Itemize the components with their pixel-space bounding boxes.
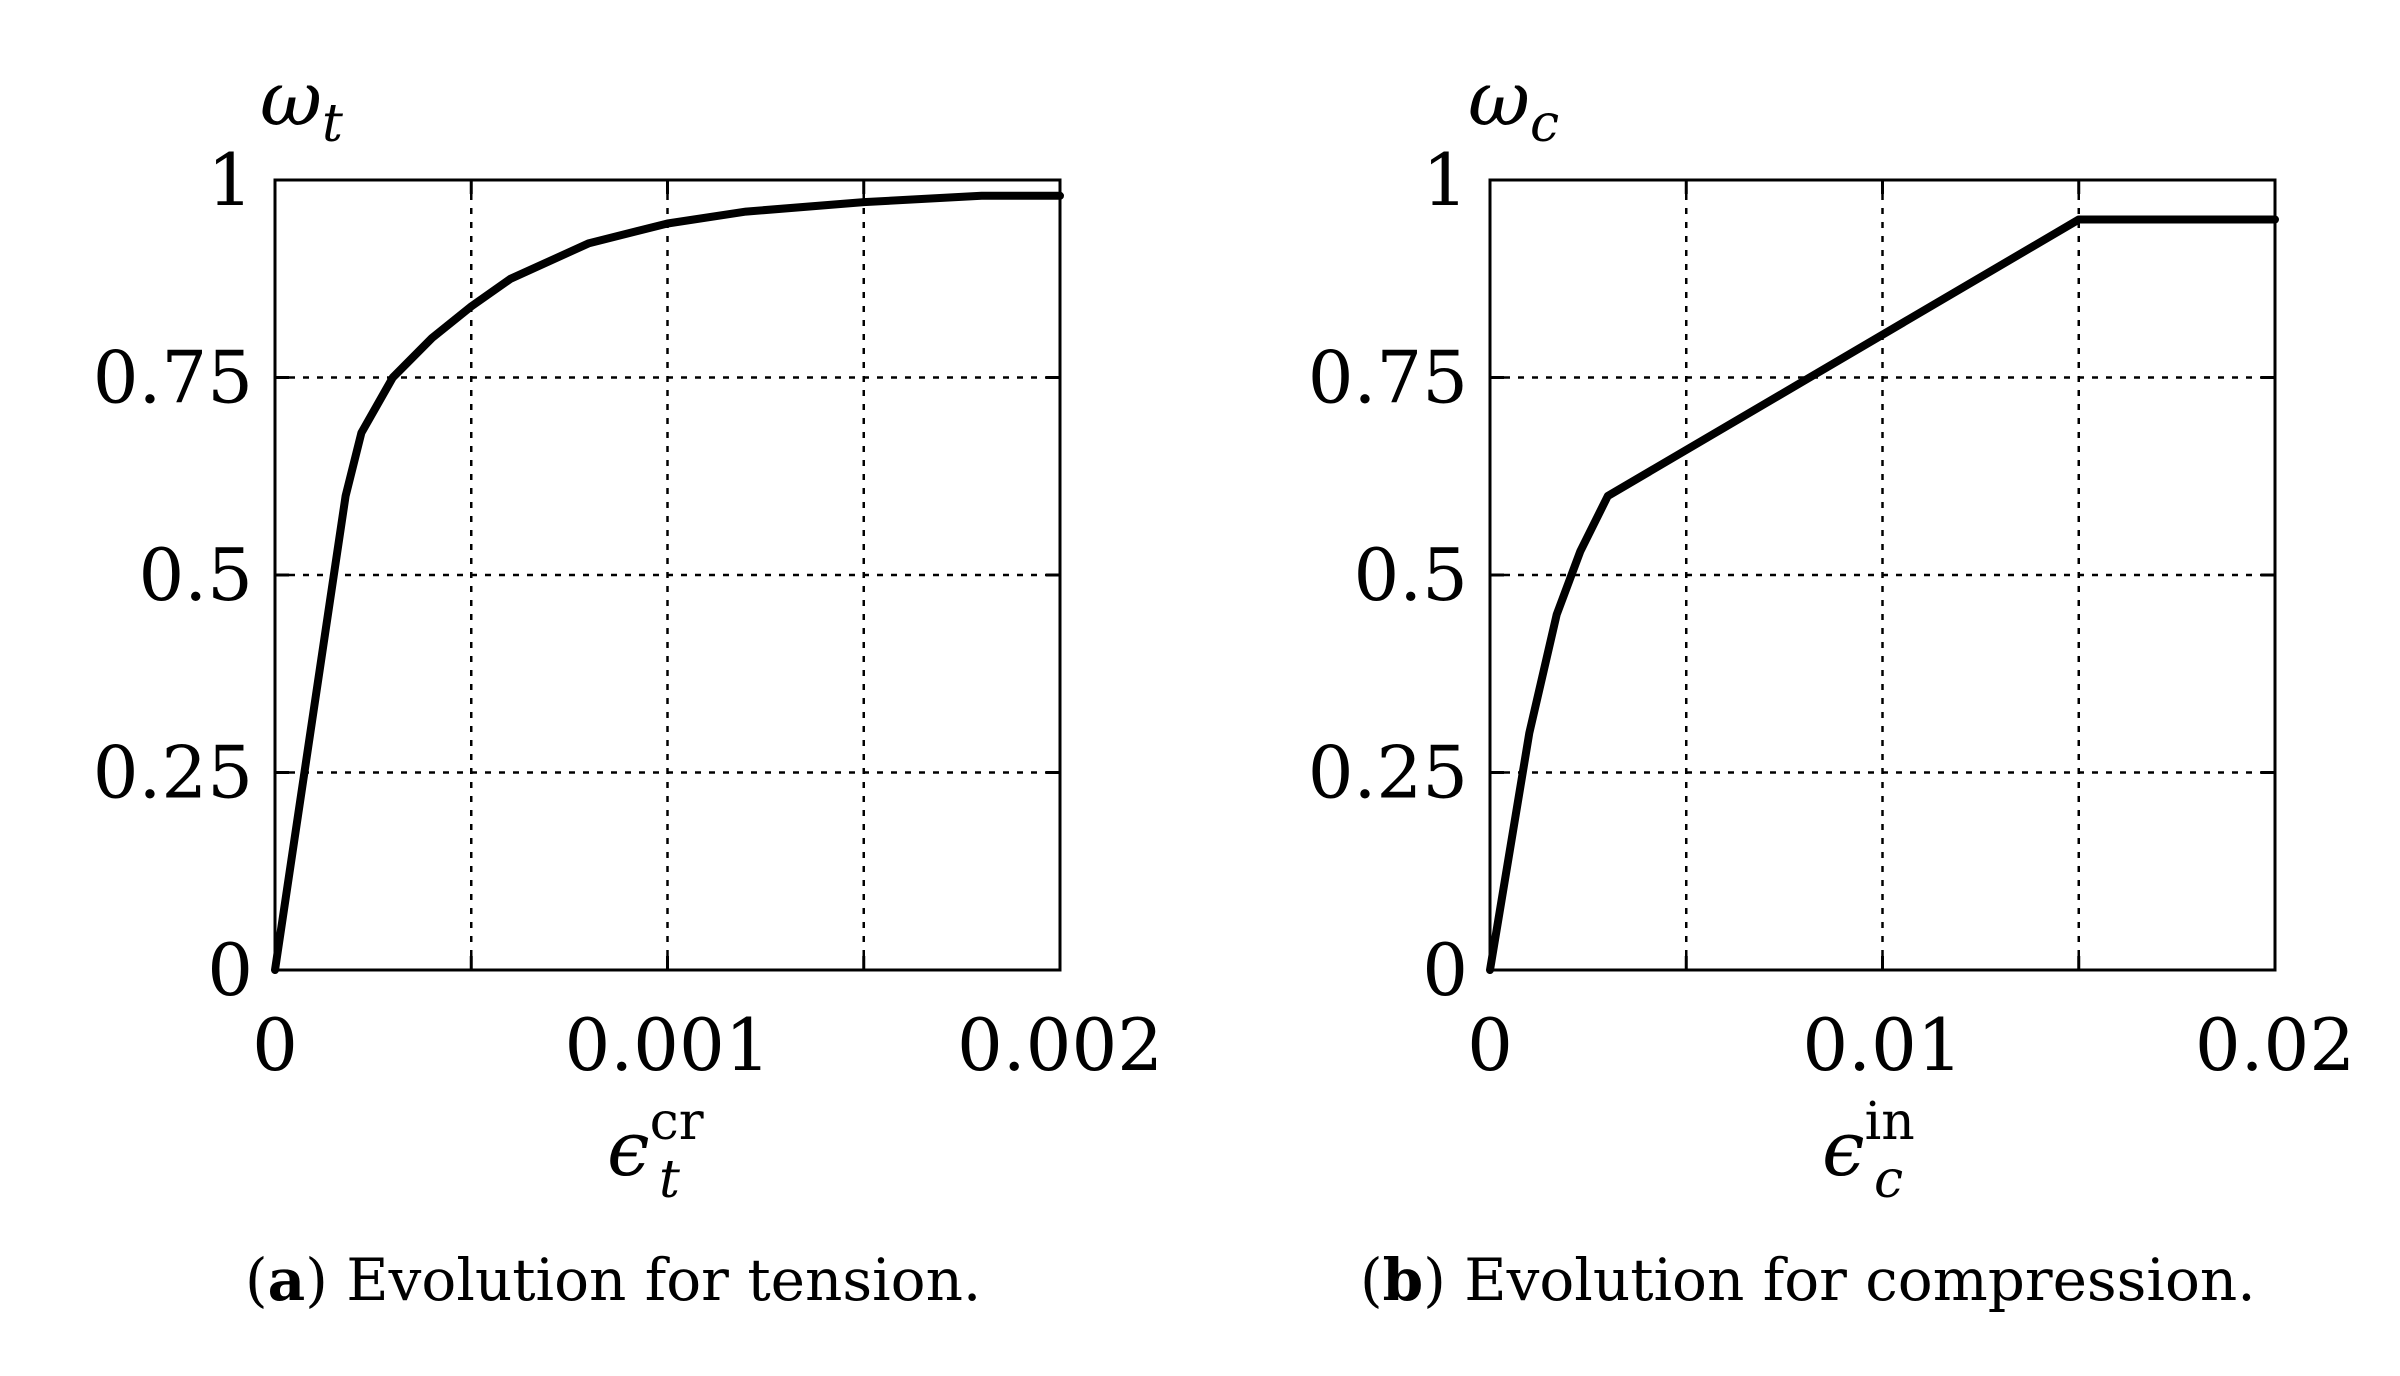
- x-axis-label-sub: c: [1874, 1150, 1903, 1210]
- x-tick-label: 0.01: [1802, 1003, 1962, 1087]
- y-tick-label: 0.75: [93, 336, 253, 420]
- y-tick-label: 0.5: [1353, 533, 1468, 617]
- series-line-omega_t: [271, 191, 1064, 974]
- caption: (a) Evolution for tension.: [245, 1246, 981, 1314]
- x-tick-label: 0: [252, 1003, 298, 1087]
- y-tick-label: 0.75: [1308, 336, 1468, 420]
- x-tick-label: 0: [1467, 1003, 1513, 1087]
- y-tick-label: 1: [1422, 138, 1468, 222]
- x-axis-label-sub: t: [659, 1150, 680, 1210]
- y-axis-label: ωt: [260, 54, 343, 154]
- x-axis-label: ϵcr: [607, 1092, 704, 1193]
- x-tick-label: 0.02: [2195, 1003, 2355, 1087]
- y-tick-label: 0.25: [93, 731, 253, 815]
- y-tick-label: 0: [1422, 928, 1468, 1012]
- y-tick-label: 0.5: [138, 533, 253, 617]
- y-tick-label: 1: [207, 138, 253, 222]
- x-tick-label: 0.002: [957, 1003, 1163, 1087]
- y-tick-label: 0.25: [1308, 731, 1468, 815]
- caption: (b) Evolution for compression.: [1360, 1246, 2256, 1314]
- x-axis-label: ϵin: [1822, 1092, 1915, 1193]
- x-tick-label: 0.001: [564, 1003, 770, 1087]
- y-tick-label: 0: [207, 928, 253, 1012]
- series-line-omega_c: [1486, 215, 2279, 974]
- plot-frame: [1488, 178, 2277, 972]
- plot-frame: [273, 178, 1062, 972]
- y-axis-label: ωc: [1468, 54, 1559, 154]
